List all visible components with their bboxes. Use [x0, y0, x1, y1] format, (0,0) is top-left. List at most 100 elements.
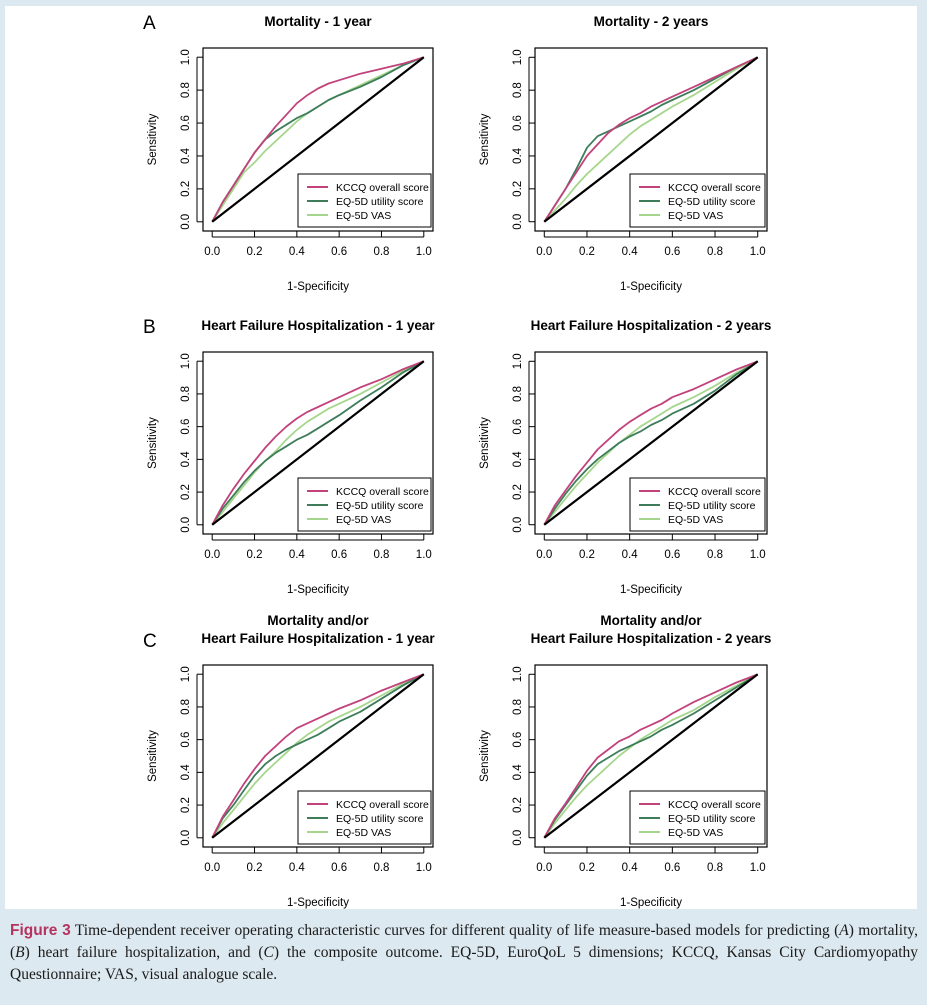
caption-text-1: Time-dependent receiver operating charac…	[70, 922, 840, 939]
y-tick-label: 0.6	[512, 115, 524, 131]
roc-curve-kccq-overall-score	[211, 673, 425, 839]
x-tick-label: 0.2	[247, 862, 263, 874]
x-tick-label: 1.0	[750, 246, 766, 258]
legend-label: KCCQ overall score	[668, 486, 761, 498]
roc-plot-4: Heart Failure Hospitalization - 2 years 0…	[479, 318, 771, 596]
x-axis-label: 1-Specificity	[620, 897, 682, 909]
reference-diagonal	[543, 56, 759, 223]
legend-label: EQ-5D utility score	[336, 196, 424, 208]
caption-text-2: ) mortality, (	[10, 922, 918, 961]
x-tick-label: 0.6	[331, 246, 347, 258]
y-tick-label: 0.8	[512, 386, 524, 402]
legend-label: EQ-5D utility score	[336, 500, 424, 512]
plot-title: Heart Failure Hospitalization - 1 year	[201, 631, 435, 646]
x-tick-label: 0.8	[707, 862, 723, 874]
y-tick-label: 0.8	[512, 699, 524, 715]
x-tick-label: 0.4	[622, 246, 639, 258]
roc-curves-figure: A B C Mortality - 1 year 0.0 0.2 0.4 0.6 0.8 1.0 0…	[143, 13, 771, 909]
legend-label: KCCQ overall score	[336, 799, 429, 811]
y-tick-label: 0.8	[180, 82, 192, 98]
roc-plot-6: Mortality and/or Heart Failure Hospitaliz…	[479, 613, 771, 909]
roc-plot-3: Heart Failure Hospitalization - 1 year 0.…	[147, 318, 435, 596]
x-tick-label: 0.0	[536, 246, 552, 258]
x-tick-label: 0.2	[247, 549, 263, 561]
panel-letter-b: B	[143, 317, 156, 338]
figure-panel: A B C Mortality - 1 year 0.0 0.2 0.4 0.6 0.8 1.0 0…	[5, 6, 917, 909]
x-tick-label: 1.0	[416, 862, 432, 874]
x-tick-label: 0.6	[664, 862, 680, 874]
x-tick-label: 0.2	[579, 246, 595, 258]
x-tick-label: 0.8	[373, 862, 389, 874]
x-tick-label: 0.8	[373, 246, 389, 258]
caption-text-4: ) the composite outcome. EQ-5D, EuroQoL …	[10, 944, 919, 983]
plot-frame	[202, 664, 434, 848]
legend-label: EQ-5D utility score	[668, 196, 756, 208]
x-tick-label: 0.0	[536, 862, 552, 874]
legend: KCCQ overall score EQ-5D utility score EQ-…	[629, 790, 766, 845]
y-tick-label: 0.8	[512, 82, 524, 98]
y-tick-label: 0.0	[180, 517, 192, 533]
x-tick-label: 1.0	[416, 549, 432, 561]
x-axis-label: 1-Specificity	[287, 281, 349, 293]
x-tick-label: 0.4	[622, 862, 639, 874]
caption-ref-c: C	[263, 944, 274, 961]
y-tick-label: 0.6	[180, 419, 192, 435]
caption-label: Figure 3	[10, 922, 71, 939]
y-tick-label: 0.0	[512, 214, 524, 230]
roc-plot-2: Mortality - 2 years 0.0 0.2 0.4 0.6 0.8 1.0 0.0…	[479, 14, 768, 293]
x-tick-label: 0.0	[204, 862, 220, 874]
roc-curve-eq-5d-vas	[543, 360, 759, 526]
legend-label: EQ-5D utility score	[668, 500, 756, 512]
roc-curve-eq-5d-vas	[543, 56, 759, 223]
legend-label: EQ-5D VAS	[668, 210, 723, 222]
x-tick-label: 0.4	[289, 246, 306, 258]
y-tick-label: 1.0	[512, 666, 524, 682]
x-tick-label: 1.0	[750, 862, 766, 874]
x-tick-label: 0.6	[664, 246, 680, 258]
y-tick-label: 0.6	[512, 419, 524, 435]
roc-curve-eq-5d-vas	[211, 673, 425, 839]
plot-title: Heart Failure Hospitalization - 1 year	[201, 318, 435, 333]
roc-curve-eq-5d-vas	[211, 56, 425, 223]
reference-diagonal	[211, 360, 425, 526]
x-axis-label: 1-Specificity	[287, 584, 349, 596]
y-tick-label: 0.2	[512, 797, 524, 813]
legend-label: KCCQ overall score	[336, 182, 429, 194]
x-tick-label: 0.2	[579, 862, 595, 874]
x-axis-label: 1-Specificity	[287, 897, 349, 909]
plot-title: Mortality - 1 year	[264, 14, 372, 29]
y-axis-label: Sensitivity	[147, 113, 159, 165]
y-tick-label: 0.0	[180, 830, 192, 846]
roc-curve-eq-5d-utility-score	[543, 360, 759, 526]
reference-diagonal	[211, 673, 425, 839]
x-tick-label: 0.2	[247, 246, 263, 258]
roc-curve-eq-5d-utility-score	[543, 673, 759, 839]
x-tick-label: 0.8	[707, 549, 723, 561]
x-tick-label: 0.0	[536, 549, 552, 561]
plot-title: Mortality and/or	[600, 613, 702, 628]
roc-curve-eq-5d-vas	[543, 673, 759, 839]
roc-plot-5: Mortality and/or Heart Failure Hospitaliz…	[147, 613, 435, 909]
x-tick-label: 0.4	[289, 549, 306, 561]
y-tick-label: 0.0	[512, 830, 524, 846]
roc-plot-1: Mortality - 1 year 0.0 0.2 0.4 0.6 0.8 1.0 0.0 0…	[147, 14, 434, 293]
y-tick-label: 1.0	[180, 49, 192, 65]
y-tick-label: 0.4	[180, 764, 192, 781]
y-tick-label: 0.4	[512, 147, 524, 164]
legend-label: EQ-5D VAS	[668, 827, 723, 839]
panel-letter-a: A	[143, 13, 156, 34]
roc-curve-eq-5d-vas	[211, 360, 425, 526]
y-tick-label: 1.0	[512, 353, 524, 369]
legend-label: EQ-5D VAS	[336, 827, 391, 839]
y-axis-label: Sensitivity	[147, 730, 159, 782]
plot-frame	[202, 47, 434, 232]
plot-frame	[534, 351, 768, 535]
reference-diagonal	[543, 673, 759, 839]
y-tick-label: 0.0	[512, 517, 524, 533]
y-tick-label: 0.2	[512, 484, 524, 500]
y-tick-label: 0.8	[180, 699, 192, 715]
legend: KCCQ overall score EQ-5D utility score EQ-…	[297, 477, 432, 532]
x-tick-label: 1.0	[416, 246, 432, 258]
x-axis-label: 1-Specificity	[620, 281, 682, 293]
y-tick-label: 1.0	[180, 666, 192, 682]
